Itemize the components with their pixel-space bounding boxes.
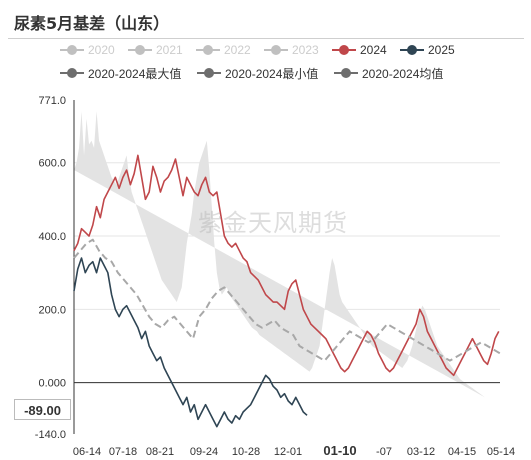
- legend-marker-icon: [400, 43, 424, 57]
- series-line-2025: [73, 257, 308, 428]
- legend-label: 2025: [428, 43, 455, 57]
- legend-item-2024[interactable]: 2024: [332, 41, 387, 59]
- x-tick-label: 08-21: [146, 446, 174, 458]
- legend-label: 2022: [224, 43, 251, 57]
- legend-label: 2020-2024均值: [362, 66, 444, 81]
- legend-item-2025[interactable]: 2025: [400, 41, 455, 59]
- y-tick-label: 200.0: [38, 304, 66, 316]
- legend-marker-icon: [60, 43, 84, 57]
- y-tick-label: 600.0: [38, 158, 66, 170]
- legend-item-min[interactable]: 2020-2024最小值: [197, 64, 318, 82]
- legend-item-2021[interactable]: 2021: [128, 41, 183, 59]
- x-tick-label: 06-14: [73, 446, 101, 458]
- x-tick-label: -07: [376, 446, 392, 458]
- legend-marker-icon: [264, 43, 288, 57]
- series-line-2020-2024均值: [73, 238, 501, 362]
- legend-item-max[interactable]: 2020-2024最大值: [60, 64, 181, 82]
- legend-marker-icon: [197, 66, 221, 80]
- y-tick-label: 771.0: [38, 95, 66, 107]
- x-tick-label: 03-12: [407, 446, 435, 458]
- legend-marker-icon: [60, 66, 84, 80]
- range-band: [74, 111, 485, 398]
- legend-item-2023[interactable]: 2023: [264, 41, 319, 59]
- x-tick-label: 12-01: [274, 446, 302, 458]
- title-divider: [8, 38, 524, 39]
- legend-marker-icon: [196, 43, 220, 57]
- legend-item-mean[interactable]: 2020-2024均值: [334, 64, 443, 82]
- y-tick-label: 0.000: [38, 378, 66, 390]
- x-tick-label: 01-10: [323, 443, 356, 458]
- x-tick-label: 10-28: [232, 446, 260, 458]
- y-tick-label: 400.0: [38, 231, 66, 243]
- x-tick-label: 04-15: [448, 446, 476, 458]
- legend-marker-icon: [332, 43, 356, 57]
- legend-label: 2020-2024最小值: [225, 66, 319, 81]
- legend-marker-icon: [334, 66, 358, 80]
- legend-label: 2021: [156, 43, 183, 57]
- x-tick-label: 05-14: [487, 446, 515, 458]
- legend-label: 2024: [360, 43, 387, 57]
- legend-row-1: 2020 2021 2022 2023 2024 2025: [0, 41, 531, 59]
- series-line-2024: [73, 154, 500, 377]
- x-tick-label: 09-24: [190, 446, 218, 458]
- legend-label: 2020: [88, 43, 115, 57]
- chart-title: 尿素5月基差（山东）: [14, 14, 170, 33]
- y-tick-label: -140.0: [35, 429, 66, 441]
- legend-item-2022[interactable]: 2022: [196, 41, 251, 59]
- legend-label: 2023: [292, 43, 319, 57]
- legend-marker-icon: [128, 43, 152, 57]
- x-tick-label: 07-18: [109, 446, 137, 458]
- legend-row-2: 2020-2024最大值 2020-2024最小值 2020-2024均值: [0, 64, 531, 82]
- legend-item-2020[interactable]: 2020: [60, 41, 115, 59]
- watermark-text: 紫金天风期货: [198, 209, 348, 237]
- legend-label: 2020-2024最大值: [88, 66, 182, 81]
- current-value-label: -89.00: [14, 399, 71, 420]
